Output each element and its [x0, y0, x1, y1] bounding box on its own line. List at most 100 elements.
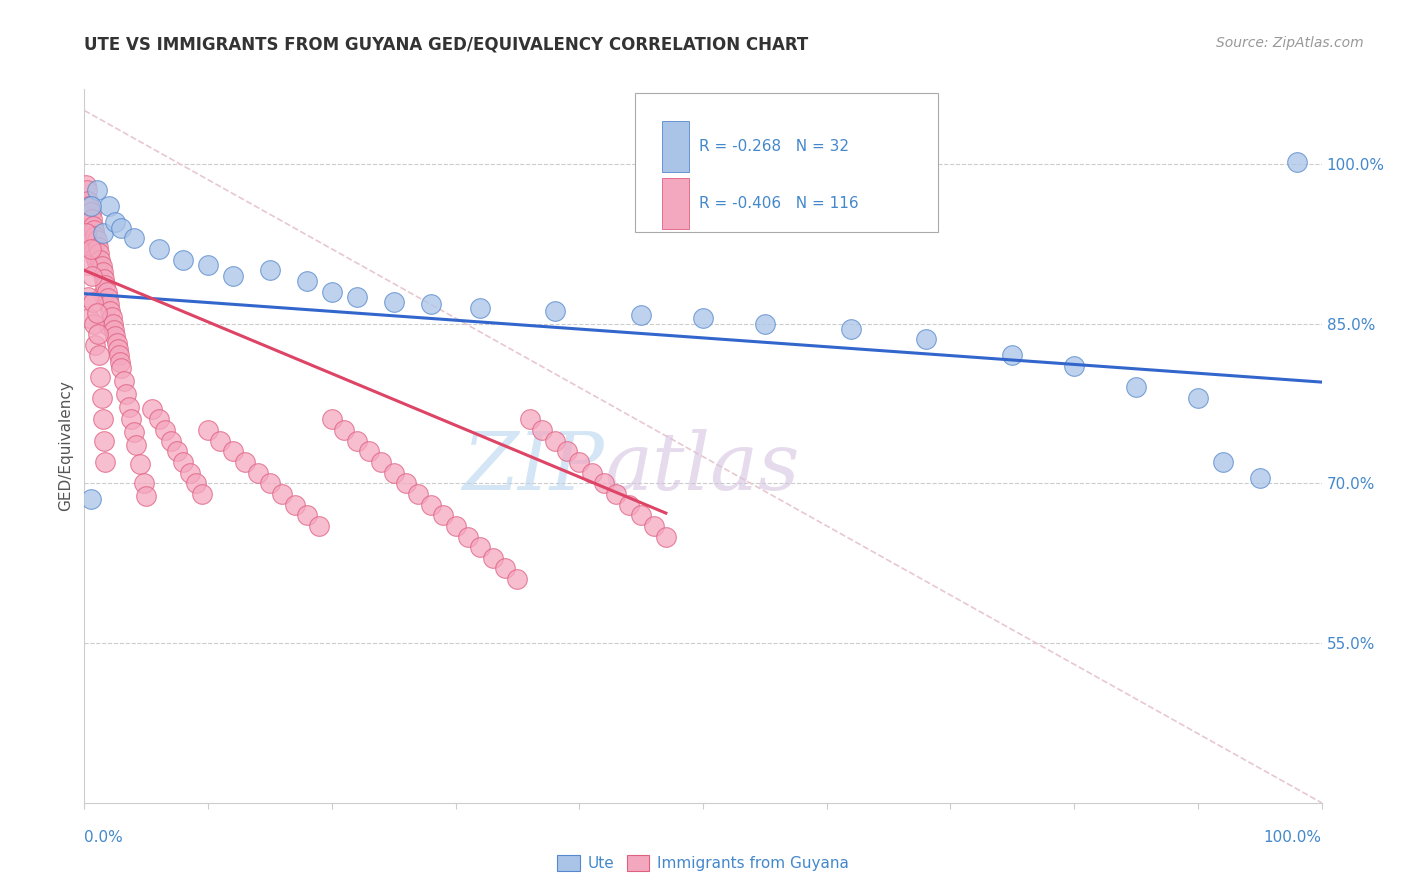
Point [86, 234, 108, 248]
Point [321, 285, 343, 299]
Point [118, 400, 141, 414]
Point [643, 519, 665, 533]
Point [543, 434, 565, 448]
Point [153, 423, 176, 437]
Point [519, 412, 541, 426]
Point [90, 259, 112, 273]
Point [108, 349, 131, 363]
Point [83, 317, 105, 331]
Point [333, 423, 356, 437]
Point [470, 540, 492, 554]
Point [110, 361, 132, 376]
Point [94, 455, 117, 469]
Point [75, 178, 97, 192]
Text: Source: ZipAtlas.com: Source: ZipAtlas.com [1216, 36, 1364, 50]
Point [79, 226, 101, 240]
Point [470, 301, 492, 315]
Point [135, 489, 157, 503]
Point [209, 434, 232, 448]
Point [98, 199, 121, 213]
Point [284, 498, 307, 512]
Point [84, 229, 107, 244]
Text: R = -0.268   N = 32: R = -0.268 N = 32 [699, 139, 849, 153]
Point [754, 317, 776, 331]
Text: ZIP: ZIP [463, 429, 605, 506]
Point [82, 295, 104, 310]
Point [122, 425, 145, 439]
Text: R = -0.406   N = 116: R = -0.406 N = 116 [699, 196, 859, 211]
Point [79, 220, 101, 235]
Point [97, 291, 120, 305]
Point [80, 234, 103, 248]
Point [408, 487, 430, 501]
Point [89, 252, 111, 267]
Point [259, 476, 281, 491]
Point [93, 434, 115, 448]
Point [1212, 455, 1234, 469]
Point [543, 303, 565, 318]
Point [82, 219, 104, 233]
Point [419, 498, 441, 512]
Point [86, 306, 108, 320]
Point [593, 476, 616, 491]
Point [90, 391, 112, 405]
Point [271, 487, 294, 501]
Point [87, 240, 110, 254]
Point [259, 263, 281, 277]
Point [84, 338, 107, 352]
Point [222, 444, 245, 458]
Point [122, 231, 145, 245]
Point [419, 297, 441, 311]
Point [77, 194, 100, 208]
Point [103, 323, 125, 337]
Point [295, 508, 318, 523]
Point [96, 285, 118, 299]
Point [76, 215, 98, 229]
Point [179, 466, 201, 480]
Point [104, 215, 127, 229]
Point [630, 508, 652, 523]
Point [1249, 471, 1271, 485]
Point [494, 561, 516, 575]
FancyBboxPatch shape [636, 93, 938, 232]
Y-axis label: GED/Equivalency: GED/Equivalency [58, 381, 73, 511]
Point [382, 466, 405, 480]
Point [91, 265, 114, 279]
Point [197, 423, 219, 437]
Point [457, 529, 479, 543]
Point [914, 333, 936, 347]
Point [110, 355, 132, 369]
Point [83, 223, 105, 237]
Point [1187, 391, 1209, 405]
Point [481, 550, 503, 565]
Point [89, 349, 111, 363]
Point [89, 246, 111, 260]
Point [91, 412, 114, 426]
Point [125, 438, 148, 452]
Point [630, 308, 652, 322]
Point [1063, 359, 1085, 373]
Point [581, 466, 603, 480]
Point [89, 369, 111, 384]
Point [79, 199, 101, 213]
Point [444, 519, 467, 533]
Point [555, 444, 578, 458]
Point [148, 412, 170, 426]
FancyBboxPatch shape [662, 178, 689, 229]
Point [1285, 154, 1308, 169]
Text: UTE VS IMMIGRANTS FROM GUYANA GED/EQUIVALENCY CORRELATION CHART: UTE VS IMMIGRANTS FROM GUYANA GED/EQUIVA… [84, 36, 808, 54]
Point [1001, 349, 1024, 363]
Point [77, 290, 100, 304]
Point [105, 335, 128, 350]
Point [79, 242, 101, 256]
Point [91, 286, 114, 301]
Point [104, 329, 127, 343]
Point [191, 487, 214, 501]
Text: 0.0%: 0.0% [84, 830, 124, 845]
Point [91, 226, 114, 240]
Point [1125, 380, 1147, 394]
Point [94, 278, 117, 293]
Point [568, 455, 591, 469]
Point [79, 492, 101, 507]
Point [841, 322, 863, 336]
